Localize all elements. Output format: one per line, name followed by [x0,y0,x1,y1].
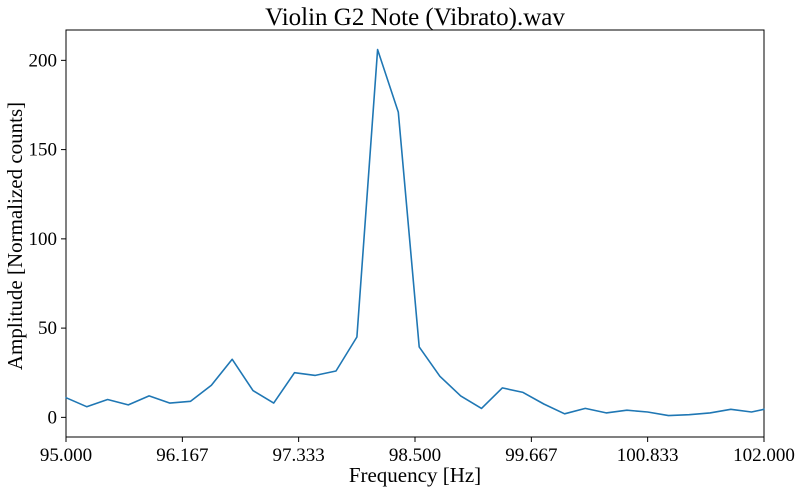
y-tick-label: 100 [29,229,58,250]
x-tick-label: 102.000 [733,445,795,466]
x-axis: 95.000 96.167 97.333 98.500 99.667 100.833 102… [40,437,795,466]
x-tick-label: 98.500 [389,445,441,466]
x-tick-label: 100.833 [617,445,679,466]
series-line [65,48,765,417]
y-axis-label: Amplitude [Normalized counts] [3,102,27,370]
chart-title: Violin G2 Note (Vibrato).wav [265,4,565,31]
x-tick-label: 99.667 [505,445,557,466]
y-tick-label: 50 [38,318,57,339]
y-tick-label: 200 [29,50,58,71]
x-tick-label: 97.333 [273,445,325,466]
y-tick-label: 0 [48,407,58,428]
plot-area-frame [65,29,765,438]
x-tick-label: 96.167 [156,445,208,466]
y-axis: 0 50 100 150 200 [29,50,66,428]
y-tick-label: 150 [29,140,58,161]
x-axis-label: Frequency [Hz] [349,463,481,487]
x-tick-label: 95.000 [40,445,92,466]
